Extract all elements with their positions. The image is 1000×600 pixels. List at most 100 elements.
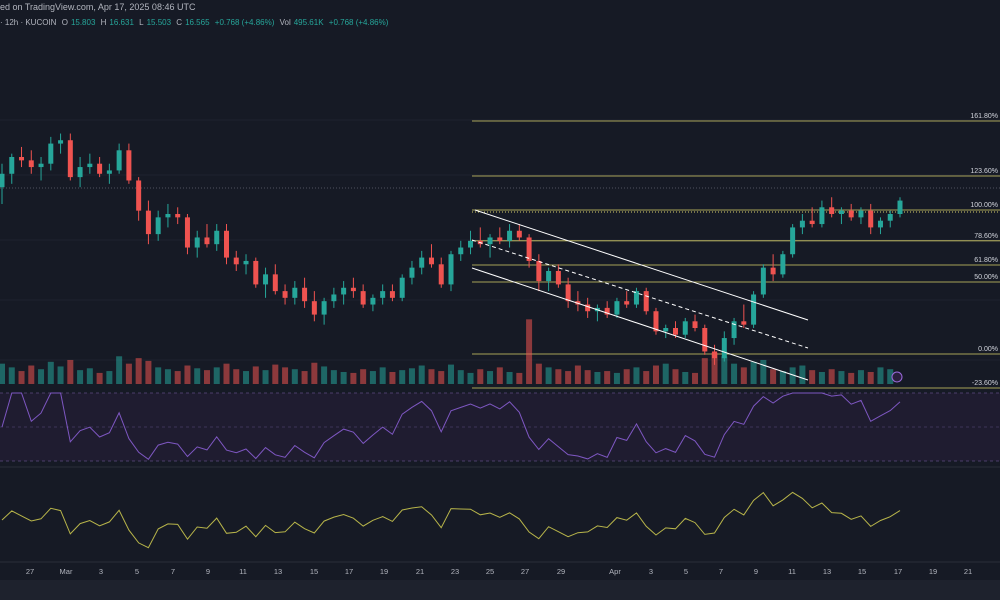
volume-bar-70 <box>682 371 689 384</box>
volume-bar-82 <box>799 365 806 384</box>
fib-label-6: 0.00% <box>978 346 998 353</box>
volume-bar-20 <box>194 368 201 384</box>
volume-change: +0.768 (+4.86%) <box>328 18 389 27</box>
candle-body-53 <box>516 230 522 238</box>
candle-body-71 <box>692 321 698 328</box>
volume-bar-79 <box>770 369 777 384</box>
volume-bar-73 <box>711 352 718 384</box>
volume-bar-89 <box>867 371 874 384</box>
volume-bar-29 <box>282 367 289 384</box>
candle-body-36 <box>350 287 356 292</box>
volume-bar-77 <box>750 361 757 384</box>
volume-bar-46 <box>448 364 454 384</box>
x-tick-3: 5 <box>135 567 139 576</box>
candle-body-69 <box>673 328 678 335</box>
candle-body-29 <box>282 291 288 298</box>
x-axis: 27 Mar 3 5 7 9 11 13 15 17 19 21 23 25 27 29 Apr 3 5 7 9 11 13… <box>0 371 1000 576</box>
candle-body-48 <box>468 240 474 248</box>
volume-bar-47 <box>457 370 464 384</box>
high-label: H <box>100 18 107 27</box>
candle-body-23 <box>224 230 229 258</box>
candle-body-82 <box>799 220 805 228</box>
x-tick-4: 7 <box>171 567 175 576</box>
x-tick-14: 27 <box>521 567 529 576</box>
candle-body-28 <box>272 274 278 292</box>
volume-bar-26 <box>252 366 259 384</box>
x-tick-16: Apr <box>609 567 621 576</box>
volume-bar-58 <box>565 371 572 384</box>
volume-bar-72 <box>701 358 708 384</box>
candle-body-19 <box>184 217 190 248</box>
candle-body-84 <box>819 207 825 225</box>
volume-bar-35 <box>340 371 347 384</box>
candle-body-56 <box>546 271 552 282</box>
x-tick-10: 19 <box>380 567 388 576</box>
candle-body-30 <box>292 287 298 298</box>
candle-body-32 <box>311 301 317 315</box>
close-value: 16.565 <box>185 18 210 27</box>
candle-body-46 <box>448 254 454 285</box>
chart-canvas[interactable]: 161.80% 123.60% 100.00% 78.60% 61.80% 50.00% 0… <box>0 0 1000 580</box>
fib-label-2: 100.00% <box>970 202 998 209</box>
candle-body-40 <box>389 291 395 298</box>
volume-bar-44 <box>428 369 435 384</box>
volume-bar-65 <box>633 367 640 384</box>
candle-body-90 <box>877 220 883 228</box>
candle-body-1 <box>9 157 15 174</box>
volume-bar-28 <box>272 364 279 384</box>
volume-bar-83 <box>809 370 816 384</box>
volume-bar-23 <box>223 363 230 384</box>
volume-bar-3 <box>28 365 35 384</box>
candle-body-70 <box>682 321 688 335</box>
volume-bar-57 <box>555 369 562 384</box>
x-tick-8: 15 <box>310 567 318 576</box>
candle-body-60 <box>585 304 591 312</box>
candle-body-5 <box>48 143 54 164</box>
candle-body-26 <box>253 260 259 285</box>
volume-bar-24 <box>233 369 240 384</box>
candle-body-16 <box>155 217 161 235</box>
volume-value: 495.61K <box>293 18 324 27</box>
candle-body-45 <box>438 264 444 285</box>
candle-body-24 <box>233 257 239 265</box>
volume-bar-22 <box>213 367 220 384</box>
x-tick-7: 13 <box>274 567 282 576</box>
x-tick-24: 17 <box>894 567 902 576</box>
volume-bar-4 <box>38 369 45 384</box>
channel-mid <box>471 239 809 349</box>
candle-body-85 <box>829 207 835 214</box>
candle-body-39 <box>380 291 386 298</box>
volume-bar-41 <box>399 370 406 384</box>
volume-bar-10 <box>96 372 103 384</box>
candle-body-31 <box>302 287 308 302</box>
candle-body-76 <box>741 321 747 325</box>
volume-bar-75 <box>731 363 738 384</box>
candle-body-74 <box>721 338 727 359</box>
volume-label: Vol <box>279 18 291 27</box>
volume-bar-19 <box>184 365 191 384</box>
volume-bar-55 <box>535 363 542 384</box>
x-tick-26: 21 <box>964 567 972 576</box>
candle-body-25 <box>243 260 249 265</box>
candle-body-6 <box>58 140 64 144</box>
published-note: ed on TradingView.com, Apr 17, 2025 08:4… <box>0 2 196 12</box>
candle-body-35 <box>341 287 347 295</box>
volume-bar-16 <box>155 367 162 384</box>
volume-bar-63 <box>613 372 620 384</box>
low-label: L <box>139 18 144 27</box>
volume-bar-67 <box>652 365 659 384</box>
candle-body-91 <box>887 214 893 221</box>
ohlc-legend: · 12h · KUCOIN O 15.803 H 16.631 L 15.503 C… <box>0 17 391 29</box>
volume-bar-56 <box>545 367 552 384</box>
volume-bar-86 <box>838 371 845 384</box>
candle-body-7 <box>67 140 73 178</box>
x-tick-12: 23 <box>451 567 459 576</box>
candle-body-88 <box>858 210 864 218</box>
lightning-icon <box>891 371 903 383</box>
candle-body-43 <box>419 257 425 268</box>
x-tick-20: 9 <box>754 567 758 576</box>
x-tick-21: 11 <box>788 567 796 576</box>
volume-bar-61 <box>594 371 601 384</box>
volume-bar-11 <box>106 371 113 384</box>
candle-body-41 <box>399 277 405 298</box>
